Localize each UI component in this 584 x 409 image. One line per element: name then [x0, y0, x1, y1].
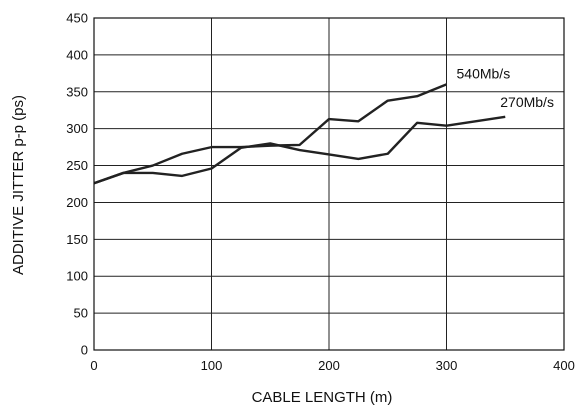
series-label-270mbs: 270Mb/s [500, 94, 554, 110]
plot-frame [93, 17, 565, 351]
y-tick-label-100: 100 [66, 269, 88, 284]
y-tick-label-350: 350 [66, 84, 88, 99]
x-tick-label-0: 0 [90, 358, 97, 373]
series-line-540mbs [93, 83, 447, 185]
y-tick-label-150: 150 [66, 232, 88, 247]
y-axis-ticks: 0 50 100 150 200 250 300 350 400 450 [66, 11, 88, 358]
y-tick-label-0: 0 [81, 343, 88, 358]
x-tick-label-100: 100 [201, 358, 223, 373]
y-axis-title: ADDITIVE JITTER p-p (ps) [10, 95, 27, 275]
y-tick-label-300: 300 [66, 121, 88, 136]
y-tick-label-250: 250 [66, 158, 88, 173]
grid-lines [94, 18, 564, 350]
y-tick-label-50: 50 [74, 306, 88, 321]
x-tick-label-300: 300 [436, 358, 458, 373]
series-lines [93, 83, 506, 185]
series-line-270mbs [93, 115, 506, 185]
series-label-540mbs: 540Mb/s [457, 65, 511, 81]
series-labels: 540Mb/s 270Mb/s [457, 65, 554, 109]
x-axis-ticks: 0 100 200 300 400 [90, 358, 574, 373]
y-tick-label-200: 200 [66, 195, 88, 210]
y-tick-label-450: 450 [66, 11, 88, 26]
x-tick-label-400: 400 [553, 358, 575, 373]
x-tick-label-200: 200 [318, 358, 340, 373]
x-axis-title: CABLE LENGTH (m) [252, 389, 393, 406]
y-tick-label-400: 400 [66, 47, 88, 62]
